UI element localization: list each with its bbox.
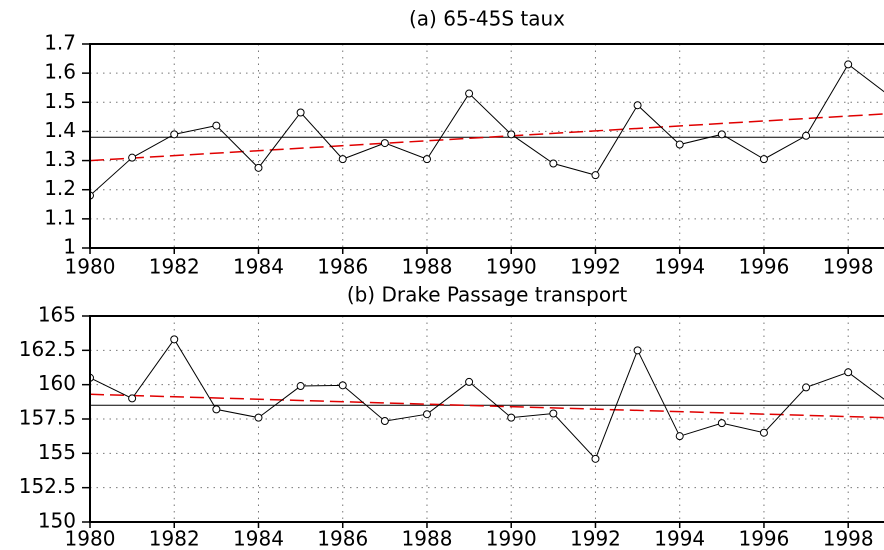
x-tick-label: 1990 (486, 255, 537, 279)
x-tick-label: 1980 (65, 527, 116, 550)
data-point (549, 159, 558, 168)
x-tick-label: 1984 (233, 527, 284, 550)
x-tick-label: 1998 (823, 255, 874, 279)
y-tick-label: 157.5 (19, 406, 76, 430)
data-point (422, 410, 431, 419)
axis-frame (89, 43, 884, 249)
data-point (633, 346, 642, 355)
data-point (759, 155, 768, 164)
data-point (170, 130, 179, 139)
data-point (717, 419, 726, 428)
data-point (675, 432, 684, 441)
data-point (465, 89, 474, 98)
x-tick-label: 1994 (654, 527, 705, 550)
data-point (212, 121, 221, 130)
data-point (254, 413, 263, 422)
x-tick-label: 1984 (233, 255, 284, 279)
data-point (254, 163, 263, 172)
x-tick-label: 1986 (317, 255, 368, 279)
data-point (759, 428, 768, 437)
data-point (128, 394, 137, 403)
data-point (802, 131, 811, 140)
x-tick-label: 1994 (654, 255, 705, 279)
data-point (338, 381, 347, 390)
data-point (380, 139, 389, 148)
data-point (507, 413, 516, 422)
data-point (465, 377, 474, 386)
trend-line (90, 113, 884, 162)
data-line (90, 338, 884, 460)
x-tick-label: 1992 (570, 527, 621, 550)
data-point (549, 409, 558, 418)
y-tick-label: 1.5 (44, 89, 76, 113)
data-line (90, 63, 884, 196)
data-point (338, 155, 347, 164)
y-tick-label: 1.3 (44, 147, 76, 171)
y-tick-label: 1.4 (44, 118, 76, 142)
plot-area (90, 60, 884, 200)
x-tick-label: 1986 (317, 527, 368, 550)
trend-line (90, 393, 884, 419)
x-tick-label: 1996 (738, 255, 789, 279)
data-point (507, 130, 516, 139)
data-point (380, 417, 389, 426)
y-tick-label: 160 (38, 371, 76, 395)
data-point (844, 368, 853, 377)
data-point (675, 140, 684, 149)
x-tick-label: 1988 (402, 527, 453, 550)
y-tick-label: 150 (38, 509, 76, 533)
y-tick-label: 165 (38, 303, 76, 327)
data-point (717, 130, 726, 139)
y-tick-label: 162.5 (19, 337, 76, 361)
data-point (422, 155, 431, 164)
chart-title: (b) Drake Passage transport (347, 283, 628, 307)
chart-title: (a) 65-45S taux (409, 7, 565, 31)
data-point (633, 101, 642, 110)
x-tick-label: 1992 (570, 255, 621, 279)
data-point (296, 382, 305, 391)
x-tick-label: 1982 (149, 255, 200, 279)
axis-frame (89, 315, 884, 523)
data-point (802, 383, 811, 392)
data-point (212, 405, 221, 414)
x-tick-label: 1982 (149, 527, 200, 550)
data-point (296, 108, 305, 117)
x-tick-label: 1980 (65, 255, 116, 279)
x-tick-label: 1998 (823, 527, 874, 550)
data-point (591, 171, 600, 180)
x-tick-label: 1996 (738, 527, 789, 550)
y-tick-label: 1.6 (44, 60, 76, 84)
y-tick-label: 1.2 (44, 176, 76, 200)
y-tick-label: 1.1 (44, 205, 76, 229)
plot-area (90, 335, 884, 463)
y-tick-label: 1.7 (44, 31, 76, 55)
data-point (128, 153, 137, 162)
y-tick-label: 1 (63, 235, 76, 259)
x-tick-label: 1990 (486, 527, 537, 550)
y-tick-label: 152.5 (19, 474, 76, 498)
data-point (591, 454, 600, 463)
y-tick-label: 155 (38, 440, 76, 464)
data-point (170, 335, 179, 344)
data-point (844, 60, 853, 69)
x-tick-label: 1988 (402, 255, 453, 279)
